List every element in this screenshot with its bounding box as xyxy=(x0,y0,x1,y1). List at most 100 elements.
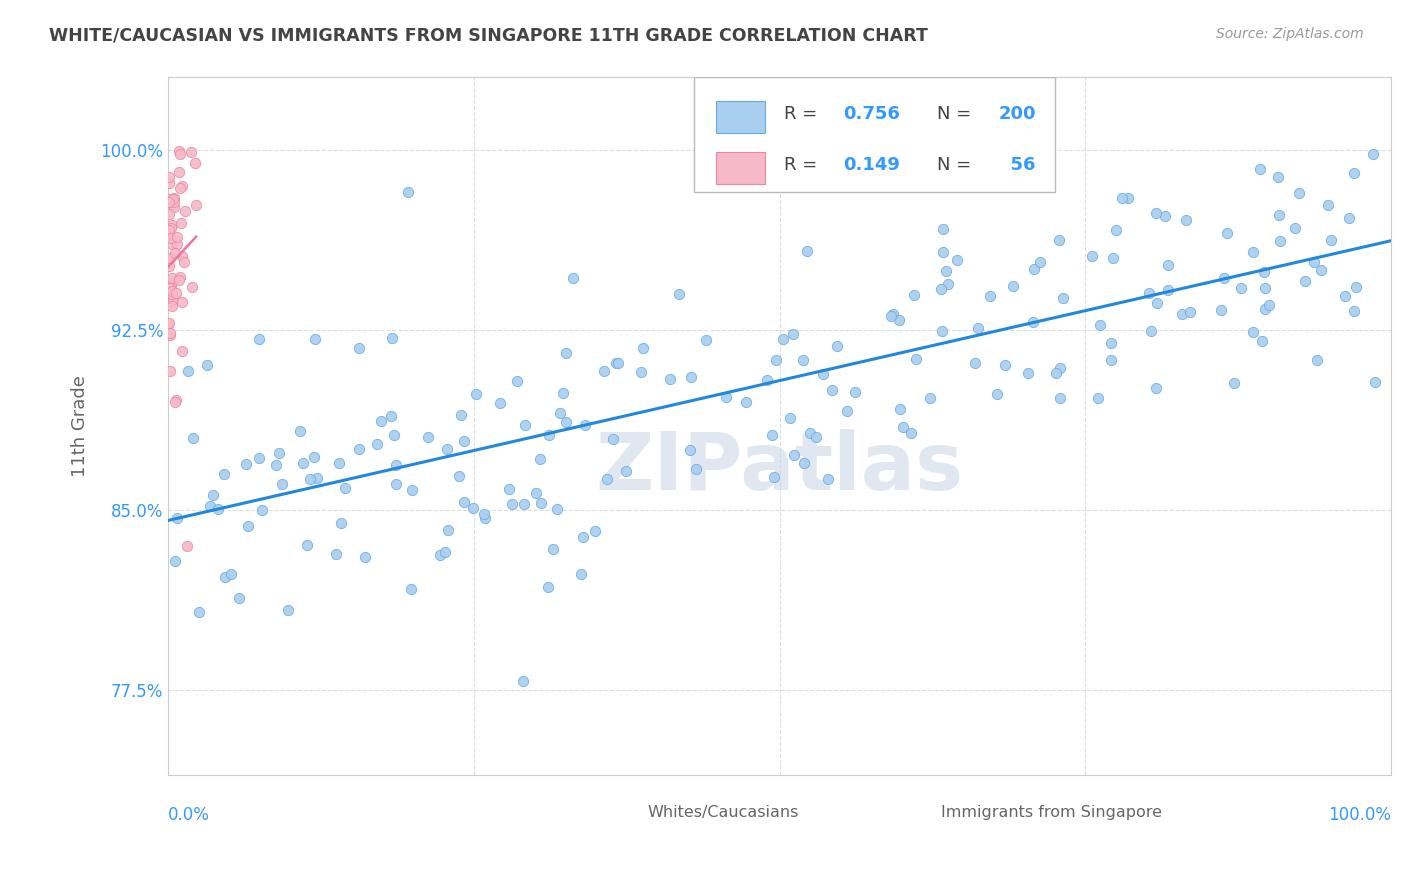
Point xyxy=(325,547,347,561)
Point xyxy=(160,218,183,232)
Point xyxy=(765,353,787,368)
Point xyxy=(1267,169,1289,184)
Point xyxy=(1021,315,1043,329)
Point xyxy=(1118,191,1140,205)
Point xyxy=(614,464,637,478)
Point xyxy=(1317,198,1340,212)
Point xyxy=(436,442,458,456)
Point xyxy=(228,591,250,605)
Point xyxy=(882,306,904,320)
Point xyxy=(931,324,953,338)
Point xyxy=(160,221,183,235)
Text: ZIPatlas: ZIPatlas xyxy=(596,429,963,507)
Point xyxy=(734,394,756,409)
Point xyxy=(434,544,457,558)
Point xyxy=(183,431,205,445)
Point xyxy=(561,270,583,285)
Point xyxy=(1306,353,1329,368)
FancyBboxPatch shape xyxy=(606,800,638,825)
Point xyxy=(212,467,235,481)
Point xyxy=(505,375,527,389)
Point xyxy=(1144,206,1167,220)
Point xyxy=(166,511,188,525)
Point xyxy=(1343,166,1365,180)
Point xyxy=(1144,381,1167,395)
Point xyxy=(157,228,180,243)
Point xyxy=(792,352,814,367)
Point xyxy=(1209,303,1232,318)
Point xyxy=(1002,278,1025,293)
Point xyxy=(1088,318,1111,333)
Point xyxy=(1284,220,1306,235)
Point xyxy=(529,452,551,467)
Point xyxy=(370,414,392,428)
Point xyxy=(935,264,957,278)
Point xyxy=(202,488,225,502)
Point xyxy=(1249,161,1271,176)
Point xyxy=(515,417,537,432)
Point xyxy=(157,259,180,273)
Point xyxy=(214,570,236,584)
Point xyxy=(799,426,821,441)
Point xyxy=(472,508,495,522)
Point xyxy=(157,316,180,330)
Point xyxy=(1346,279,1368,293)
Point xyxy=(162,192,184,206)
Point xyxy=(173,255,195,269)
Point xyxy=(630,365,652,379)
Point xyxy=(354,549,377,564)
Point xyxy=(1223,376,1246,391)
Point xyxy=(772,332,794,346)
Point xyxy=(291,456,314,470)
Text: 100.0%: 100.0% xyxy=(1329,806,1391,824)
Point xyxy=(1154,209,1177,223)
Point xyxy=(160,284,183,298)
Point xyxy=(169,273,191,287)
Point xyxy=(1087,391,1109,405)
Point xyxy=(396,185,419,199)
Point xyxy=(298,472,321,486)
Point xyxy=(583,524,606,538)
Point xyxy=(307,471,329,485)
Point xyxy=(605,356,627,370)
Point xyxy=(347,341,370,355)
Point xyxy=(267,446,290,460)
Point xyxy=(380,409,402,424)
Point xyxy=(786,177,808,191)
Point xyxy=(157,223,180,237)
Point xyxy=(1099,335,1122,350)
FancyBboxPatch shape xyxy=(716,152,765,184)
Point xyxy=(159,328,181,343)
Point xyxy=(180,145,202,159)
Point xyxy=(247,450,270,465)
Point xyxy=(817,471,839,485)
Point xyxy=(762,470,785,484)
Point xyxy=(474,511,496,525)
Point xyxy=(447,469,470,483)
Point xyxy=(880,309,903,323)
FancyBboxPatch shape xyxy=(695,78,1054,193)
Point xyxy=(461,501,484,516)
Point xyxy=(1241,326,1264,340)
Point xyxy=(159,326,181,340)
Point xyxy=(994,358,1017,372)
Point xyxy=(513,497,536,511)
Point xyxy=(163,191,186,205)
Point xyxy=(555,345,578,359)
Point xyxy=(157,207,180,221)
Point xyxy=(755,373,778,387)
Point xyxy=(569,566,592,581)
Point xyxy=(946,252,969,267)
Text: 0.756: 0.756 xyxy=(844,105,900,123)
Text: N =: N = xyxy=(938,105,972,123)
Point xyxy=(159,252,181,266)
Point xyxy=(288,424,311,438)
Point xyxy=(905,352,928,367)
Point xyxy=(277,603,299,617)
Point xyxy=(1049,392,1071,406)
Point xyxy=(304,450,326,465)
Point xyxy=(1254,301,1277,316)
Point xyxy=(160,300,183,314)
Point xyxy=(453,434,475,449)
Point xyxy=(328,457,350,471)
